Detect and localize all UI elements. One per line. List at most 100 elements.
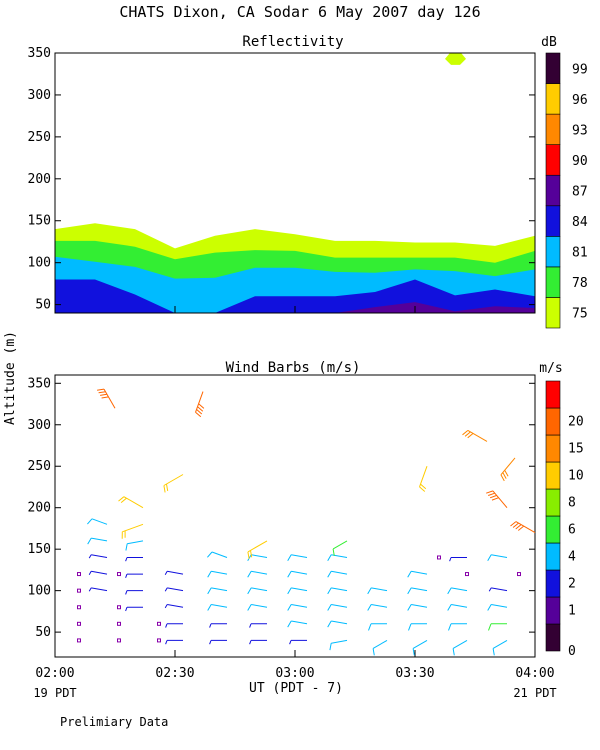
wind-barb [207, 604, 228, 611]
wind-barb [207, 570, 228, 578]
reflectivity-colorbar-swatch-84 [545, 205, 561, 237]
wind-colorbar-label: 0 [568, 644, 576, 659]
reflectivity-colorbar-swatch-90 [545, 144, 561, 176]
reflectivity-ytick-label: 50 [35, 298, 51, 313]
reflectivity-colorbar-label: 87 [572, 185, 588, 200]
reflectivity-ytick-label: 200 [28, 172, 51, 187]
wind-barb [447, 604, 468, 611]
wind-barb [88, 554, 108, 559]
wind-barb [500, 457, 516, 482]
wind-barb-calm [77, 588, 81, 593]
wind-barb-calm [117, 621, 121, 626]
reflectivity-colorbar-label: 78 [572, 276, 588, 291]
wind-plot-frame [54, 374, 536, 658]
wind-barb-calm [117, 572, 121, 577]
wind-barb [327, 554, 348, 561]
wind-barb [327, 604, 348, 611]
wind-barb [165, 623, 183, 628]
x-tick-label: 02:30 [155, 666, 194, 681]
wind-barb [407, 604, 428, 611]
wind-barb [247, 570, 268, 578]
wind-barb [287, 554, 308, 561]
wind-ytick-label: 300 [28, 418, 51, 433]
wind-colorbar-label: 2 [568, 577, 576, 592]
reflectivity-ytick-label: 250 [28, 130, 51, 145]
wind-barb [487, 604, 508, 611]
wind-colorbar-label: 6 [568, 523, 576, 538]
wind-colorbar-swatch-2 [545, 569, 561, 598]
wind-colorbar-label: 15 [568, 442, 584, 457]
plot-layer: 5010015020025030035075788184879093969950… [28, 46, 588, 681]
wind-colorbar-label: 4 [568, 550, 576, 565]
wind-barb-calm [117, 638, 121, 643]
wind-barb [249, 623, 267, 628]
wind-ytick-label: 100 [28, 584, 51, 599]
wind-barb-calm [517, 572, 521, 577]
wind-barb [329, 639, 348, 651]
wind-barb [368, 623, 387, 631]
wind-barb [195, 391, 205, 418]
wind-barb [462, 429, 488, 442]
wind-barb [207, 587, 228, 595]
wind-barb [408, 623, 427, 631]
reflectivity-patch-1 [445, 52, 466, 65]
reflectivity-colorbar-swatch-93 [545, 113, 561, 145]
reflectivity-colorbar-unit: dB [541, 35, 557, 50]
wind-barb [247, 587, 268, 595]
wind-barb [247, 554, 268, 561]
wind-barb-calm [77, 605, 81, 610]
reflectivity-colorbar-label: 81 [572, 246, 588, 261]
wind-barb [510, 521, 536, 534]
wind-barb [125, 590, 143, 595]
wind-barb-calm [465, 572, 469, 577]
wind-barb [372, 639, 388, 656]
reflectivity-colorbar-swatch-96 [545, 83, 561, 115]
wind-barb [118, 496, 144, 509]
wind-barb [125, 557, 143, 562]
wind-colorbar-swatch-8 [545, 407, 561, 436]
wind-barb-calm [77, 638, 81, 643]
wind-barb [327, 620, 348, 628]
wind-barb [164, 570, 184, 575]
reflectivity-colorbar-swatch-78 [545, 266, 561, 298]
reflectivity-colorbar-label: 96 [572, 93, 588, 108]
wind-ytick-label: 350 [28, 376, 51, 391]
wind-barb [367, 604, 388, 611]
wind-barb-calm [77, 621, 81, 626]
x-tick-label: 02:00 [35, 666, 74, 681]
wind-barb [209, 623, 227, 628]
wind-ytick-label: 200 [28, 501, 51, 516]
wind-barb [452, 639, 468, 656]
wind-barb [87, 537, 108, 545]
wind-barb [287, 587, 308, 595]
x-tick-label: 04:00 [515, 666, 554, 681]
wind-barb [407, 587, 428, 595]
wind-colorbar-label: 8 [568, 496, 576, 511]
wind-ytick-label: 250 [28, 459, 51, 474]
wind-colorbar-swatch-6 [545, 461, 561, 490]
reflectivity-colorbar-swatch-75 [545, 297, 561, 329]
wind-barb [125, 573, 143, 578]
wind-barb [164, 604, 184, 609]
wind-barb [287, 570, 308, 578]
reflectivity-colorbar-swatch-81 [545, 236, 561, 268]
x-axis-label: UT (PDT - 7) [249, 681, 343, 696]
wind-barb [487, 554, 508, 561]
wind-barb [287, 620, 308, 628]
x-end-date-note: 21 PDT [513, 686, 556, 700]
wind-barb [247, 540, 268, 559]
wind-colorbar-swatch-4 [545, 515, 561, 544]
wind-barb [449, 557, 467, 562]
wind-colorbar-swatch-0 [545, 623, 561, 652]
wind-colorbar-label: 20 [568, 415, 584, 430]
wind-ytick-label: 150 [28, 542, 51, 557]
wind-barb [447, 587, 468, 595]
reflectivity-ytick-label: 300 [28, 88, 51, 103]
wind-barb [412, 639, 428, 656]
wind-barb [207, 551, 228, 558]
wind-colorbar-swatch-3 [545, 542, 561, 571]
wind-barb [289, 639, 307, 645]
wind-barb [121, 523, 144, 539]
reflectivity-colorbar-label: 99 [572, 62, 588, 77]
wind-barb-calm [77, 572, 81, 577]
